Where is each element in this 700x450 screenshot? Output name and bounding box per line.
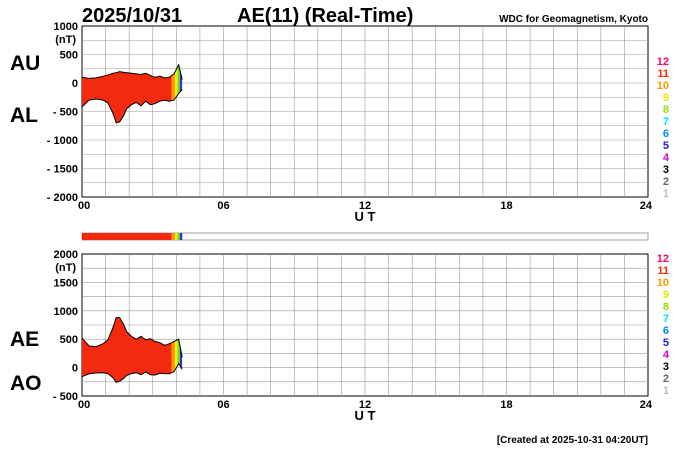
activity-band <box>175 64 178 123</box>
level-legend-item: 8 <box>663 104 669 116</box>
y-tick-label: 1000 <box>54 21 78 33</box>
level-legend-item: 1 <box>663 188 669 200</box>
x-tick-label: 18 <box>500 200 512 212</box>
y-tick-label: 500 <box>60 334 78 346</box>
level-legend-item: 2 <box>663 176 669 188</box>
activity-bar-segment <box>171 233 176 240</box>
x-tick-label: 00 <box>78 399 90 411</box>
series-line-al <box>81 89 183 124</box>
level-legend-item: 1 <box>663 385 669 397</box>
ae-ao-panel: 2000 1500 1000 500 0 - 500 (nT) 00 06 12 18 24 U T AE… <box>10 249 653 423</box>
series-line-ae <box>81 317 183 358</box>
y-unit-label: (nT) <box>55 262 76 274</box>
activity-band <box>177 317 180 383</box>
y-tick-label: 500 <box>60 50 78 62</box>
organization-label: WDC for Geomagnetism, Kyoto <box>499 14 648 25</box>
level-legend-item: 12 <box>657 56 669 68</box>
y-tick-label: 2000 <box>54 249 78 261</box>
series-line-au <box>81 63 183 80</box>
x-axis-label: U T <box>355 209 376 224</box>
x-tick-label: 12 <box>359 200 371 212</box>
level-legend-item: 2 <box>663 373 669 385</box>
level-legend-item: 7 <box>663 313 669 325</box>
x-tick-label: 24 <box>640 200 653 212</box>
level-legend-item: 7 <box>663 116 669 128</box>
activity-bar-segment <box>177 233 180 240</box>
level-legend-item: 4 <box>663 349 670 361</box>
y-tick-label: 0 <box>72 78 78 90</box>
x-tick-label: 12 <box>359 399 371 411</box>
y-tick-label: - 500 <box>53 107 78 119</box>
y-tick-label: 1000 <box>54 306 78 318</box>
series-line-ao <box>81 362 183 383</box>
y-unit-label: (nT) <box>55 34 76 46</box>
level-legend-item: 10 <box>657 80 669 92</box>
x-tick-label: 18 <box>500 399 512 411</box>
date-title: 2025/10/31 <box>82 5 182 27</box>
created-timestamp: [Created at 2025-10-31 04:20UT] <box>497 435 648 446</box>
activity-bar-segment <box>82 233 172 240</box>
y-tick-label: 0 <box>72 363 78 375</box>
level-legend-item: 6 <box>663 128 669 140</box>
level-legend-item: 3 <box>663 164 669 176</box>
level-legend-item: 8 <box>663 301 669 313</box>
activity-band <box>171 64 176 123</box>
level-legend-item: 10 <box>657 277 669 289</box>
level-legend-item: 5 <box>663 140 669 152</box>
level-legend-item: 11 <box>657 265 669 277</box>
panel-label-ao: AO <box>10 372 42 395</box>
chart-title: AE(11) (Real-Time) <box>237 5 413 27</box>
level-legend-item: 6 <box>663 325 669 337</box>
level-legend-item: 12 <box>657 253 669 265</box>
level-legend-item: 3 <box>663 361 669 373</box>
level-legend-item: 4 <box>663 152 670 164</box>
level-legend-item: 11 <box>657 68 669 80</box>
x-tick-label: 06 <box>217 200 229 212</box>
activity-band <box>175 317 178 383</box>
au-al-panel: 1000 500 0 - 500 - 1000 - 1500 - 2000 (nT) 00 06 1… <box>10 21 653 224</box>
y-tick-label: - 1500 <box>47 164 78 176</box>
y-tick-label: - 500 <box>53 391 78 403</box>
y-tick-label: 1500 <box>54 277 78 289</box>
level-legend-item: 9 <box>663 289 669 301</box>
x-tick-label: 06 <box>217 399 229 411</box>
panel-label-au: AU <box>10 52 40 75</box>
y-tick-label: - 2000 <box>47 192 78 204</box>
activity-bar-segment <box>179 233 183 240</box>
panel-label-ae: AE <box>10 328 39 351</box>
panel-label-al: AL <box>10 104 38 127</box>
activity-band <box>171 317 176 383</box>
x-axis-label: U T <box>355 408 376 423</box>
level-legend-item: 5 <box>663 337 669 349</box>
activity-color-bar <box>81 232 649 241</box>
activity-bar-segment <box>175 233 178 240</box>
y-tick-label: - 1000 <box>47 135 78 147</box>
level-legend-item: 9 <box>663 92 669 104</box>
x-tick-label: 24 <box>640 399 653 411</box>
x-tick-label: 00 <box>78 200 90 212</box>
